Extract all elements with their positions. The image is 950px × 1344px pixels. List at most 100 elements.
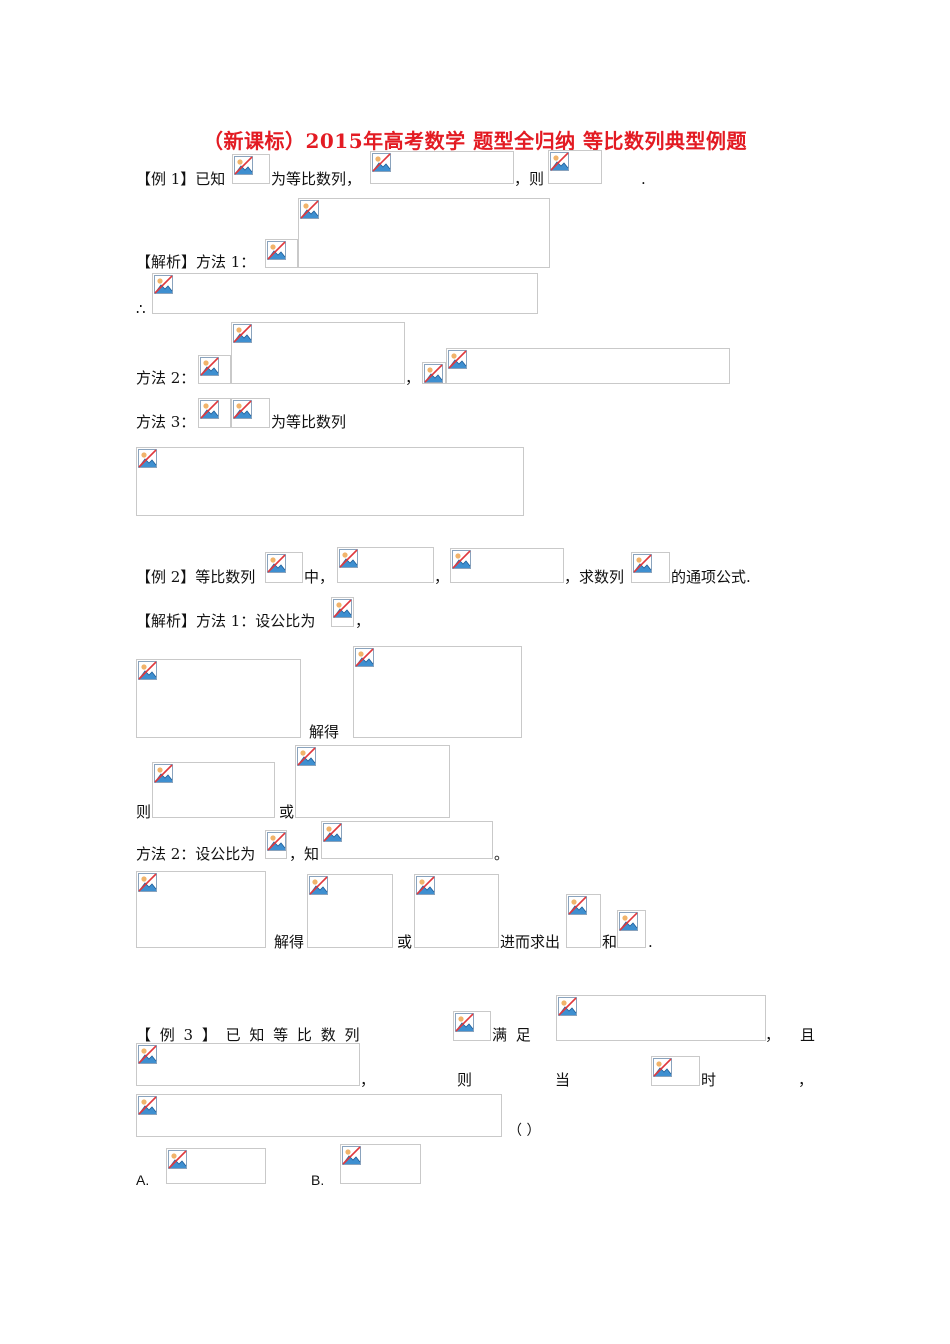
formula-image — [307, 874, 393, 948]
ze-text: 则 — [457, 1071, 473, 1089]
broken-image-icon — [138, 661, 157, 680]
formula-image — [370, 151, 514, 184]
broken-image-icon — [323, 823, 342, 842]
formula-image — [422, 362, 446, 384]
broken-image-icon — [619, 912, 638, 931]
broken-image-icon — [138, 449, 157, 468]
broken-image-icon — [633, 554, 652, 573]
huo-text: 或 — [279, 803, 295, 821]
qie-text: 且 — [800, 1026, 816, 1044]
broken-image-icon — [168, 1150, 187, 1169]
zhi-text: ，知 — [289, 845, 320, 863]
broken-image-icon — [154, 764, 173, 783]
formula-image — [136, 659, 301, 738]
broken-image-icon — [200, 357, 219, 376]
option-b-label: B. — [311, 1172, 325, 1188]
formula-image — [136, 447, 524, 516]
example-1-label: 【例 1】已知 — [136, 170, 226, 188]
broken-image-icon — [233, 324, 252, 343]
comma: ， — [355, 612, 371, 630]
formula-image — [446, 348, 730, 384]
formula-image — [450, 548, 564, 583]
method-3-label: 方法 3： — [136, 413, 196, 431]
example-2-text: ， — [434, 568, 450, 586]
broken-image-icon — [455, 1013, 474, 1032]
solution-2-label: 【解析】方法 1：设公比为 — [136, 612, 316, 630]
broken-image-icon — [200, 400, 219, 419]
formula-image — [265, 552, 303, 583]
broken-image-icon — [424, 364, 443, 383]
broken-image-icon — [372, 153, 391, 172]
example-3-label: 【 例 3 】 已 知 等 比 数 列 — [136, 1026, 362, 1044]
option-a-label: A. — [136, 1172, 150, 1188]
comma: ， — [360, 1071, 376, 1089]
shi-text: 时 — [701, 1071, 717, 1089]
broken-image-icon — [452, 550, 471, 569]
dang-text: 当 — [555, 1071, 571, 1089]
answer-parentheses: （ ） — [508, 1123, 541, 1139]
formula-image — [152, 273, 538, 314]
broken-image-icon — [300, 200, 319, 219]
broken-image-icon — [297, 747, 316, 766]
formula-image — [340, 1144, 421, 1184]
solution-1-label: 【解析】方法 1： — [136, 253, 256, 271]
formula-image — [265, 239, 298, 268]
broken-image-icon — [558, 997, 577, 1016]
formula-image — [566, 894, 601, 948]
formula-image — [232, 154, 270, 184]
broken-image-icon — [267, 241, 286, 260]
broken-image-icon — [355, 648, 374, 667]
broken-image-icon — [653, 1058, 672, 1077]
formula-image — [198, 355, 231, 384]
formula-image — [198, 398, 231, 428]
jiede-text: 解得 — [309, 723, 340, 741]
broken-image-icon — [416, 876, 435, 895]
example-2-text: 的通项公式. — [671, 568, 751, 586]
formula-image — [548, 150, 602, 184]
ze-text: 则 — [136, 803, 152, 821]
broken-image-icon — [339, 549, 358, 568]
example-2-text: 中， — [304, 568, 335, 586]
formula-image — [136, 1094, 502, 1137]
formula-image — [414, 874, 499, 948]
jiede-text: 解得 — [274, 933, 305, 951]
formula-image — [353, 646, 522, 738]
broken-image-icon — [333, 599, 352, 618]
broken-image-icon — [448, 350, 467, 369]
formula-image — [337, 547, 434, 583]
formula-image — [136, 871, 266, 948]
broken-image-icon — [138, 873, 157, 892]
formula-image — [265, 830, 287, 859]
example-1-text: ，则 — [514, 170, 545, 188]
comma: ， — [405, 369, 421, 387]
jinerqiuchu-text: 进而求出 — [500, 933, 561, 951]
example-2-text: ，求数列 — [564, 568, 625, 586]
therefore-symbol: ∴ — [136, 300, 146, 318]
broken-image-icon — [550, 152, 569, 171]
example-2-label: 【例 2】等比数列 — [136, 568, 256, 586]
period: . — [648, 933, 653, 951]
broken-image-icon — [154, 275, 173, 294]
formula-image — [331, 597, 354, 627]
example-1-text: 为等比数列， — [271, 170, 362, 188]
method-2-label: 方法 2： — [136, 369, 196, 387]
period: 。 — [494, 845, 510, 863]
broken-image-icon — [568, 896, 587, 915]
broken-image-icon — [342, 1146, 361, 1165]
method-3-text: 为等比数列 — [271, 413, 347, 431]
formula-image — [295, 745, 450, 818]
formula-image — [136, 1043, 360, 1086]
formula-image — [556, 995, 766, 1041]
comma: ， — [798, 1071, 814, 1089]
formula-image — [321, 821, 493, 859]
formula-image — [152, 762, 275, 818]
formula-image — [231, 398, 270, 428]
broken-image-icon — [267, 832, 286, 851]
broken-image-icon — [309, 876, 328, 895]
formula-image — [617, 910, 646, 948]
manzu-text: 满 足 — [492, 1026, 533, 1044]
formula-image — [651, 1056, 700, 1086]
formula-image — [166, 1148, 266, 1184]
he-text: 和 — [602, 933, 618, 951]
formula-image — [231, 322, 405, 384]
